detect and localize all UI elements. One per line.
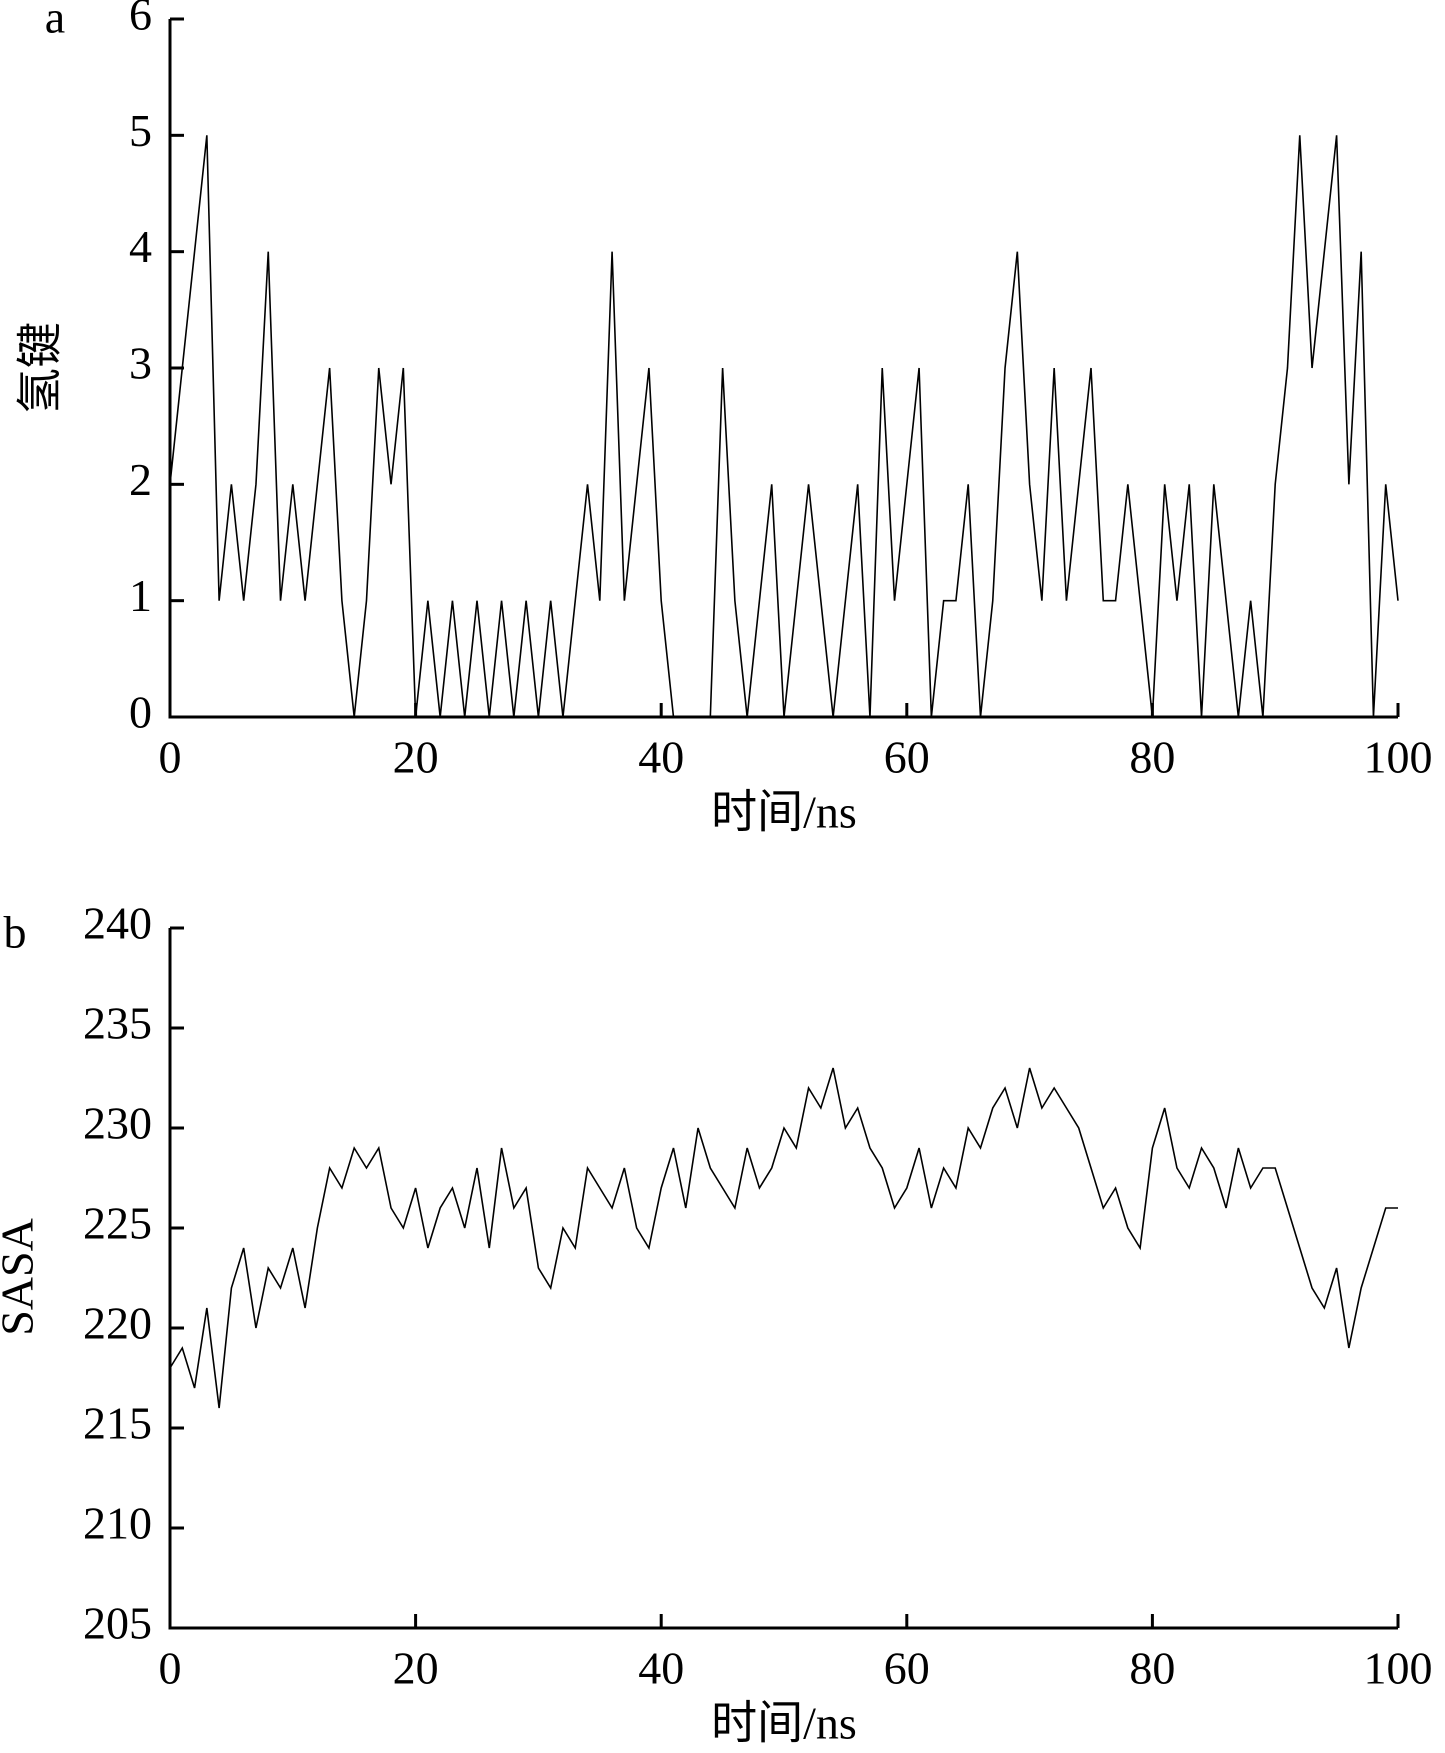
x-tick-label: 40 [638, 1643, 684, 1694]
y-tick-label: 220 [83, 1298, 152, 1349]
y-tick-label: 205 [83, 1598, 152, 1649]
x-tick-label: 0 [159, 1643, 182, 1694]
x-tick-label: 40 [638, 732, 684, 783]
y-axis-label: SASA [0, 1218, 43, 1336]
x-tick-label: 100 [1364, 1643, 1433, 1694]
x-axis-label: 时间/ns [711, 1698, 857, 1749]
x-tick-label: 100 [1364, 732, 1433, 783]
axes [168, 19, 1398, 719]
y-tick-label: 210 [83, 1498, 152, 1549]
y-tick-label: 235 [83, 998, 152, 1049]
y-tick-label: 5 [129, 105, 152, 156]
y-tick-label: 240 [83, 898, 152, 949]
x-tick-label: 80 [1129, 1643, 1175, 1694]
axes [168, 928, 1398, 1630]
x-tick-label: 0 [159, 732, 182, 783]
y-tick-label: 2 [129, 454, 152, 505]
y-tick-label: 6 [129, 0, 152, 40]
x-tick-label: 60 [884, 732, 930, 783]
panel-label: b [4, 907, 27, 958]
x-tick-label: 80 [1129, 732, 1175, 783]
y-tick-label: 215 [83, 1398, 152, 1449]
y-tick-label: 230 [83, 1098, 152, 1149]
data-line [169, 135, 1399, 718]
x-tick-label: 20 [393, 1643, 439, 1694]
y-tick-label: 1 [129, 570, 152, 621]
y-tick-label: 225 [83, 1198, 152, 1249]
y-tick-label: 3 [129, 338, 152, 389]
y-tick-label: 4 [129, 221, 152, 272]
x-tick-label: 20 [393, 732, 439, 783]
y-axis-label: 氢键 [15, 322, 66, 414]
y-tick-label: 0 [129, 687, 152, 738]
panel-label: a [45, 0, 65, 43]
data-line [169, 1067, 1398, 1409]
x-tick-label: 60 [884, 1643, 930, 1694]
x-axis-label: 时间/ns [711, 787, 857, 838]
